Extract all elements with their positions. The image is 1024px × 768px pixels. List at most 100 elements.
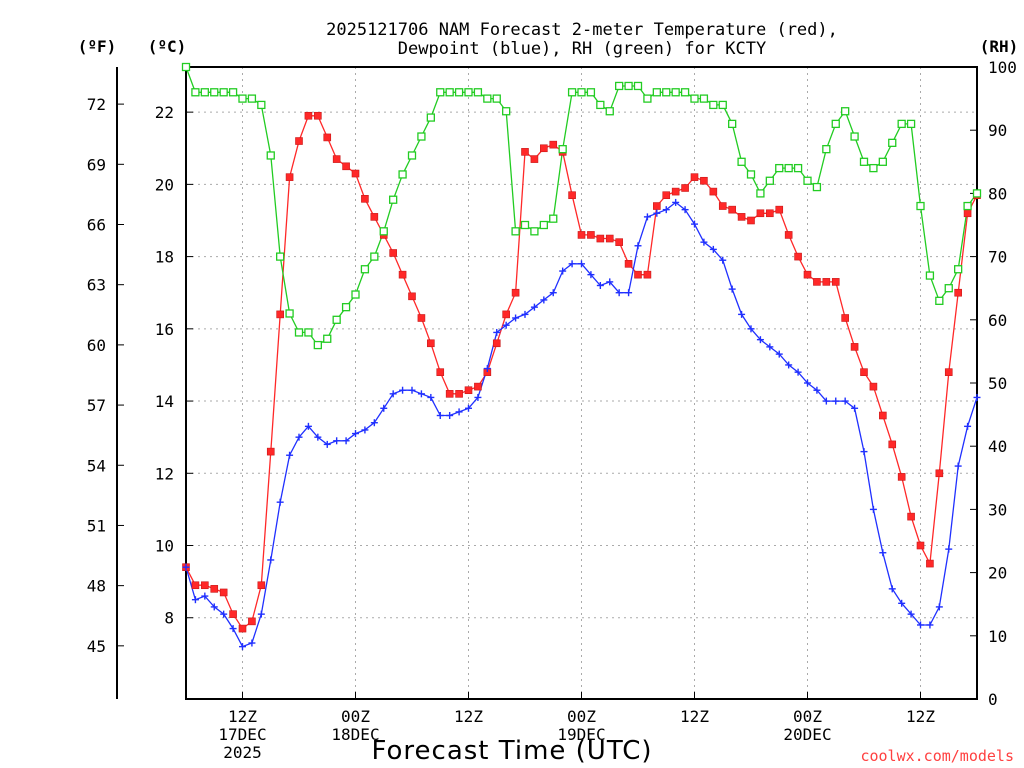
rh-point bbox=[417, 132, 426, 141]
dewpoint-point bbox=[493, 328, 501, 336]
fahrenheit-tick-label: 72 bbox=[87, 95, 106, 114]
rh-point bbox=[803, 176, 812, 185]
temperature-point bbox=[926, 559, 934, 568]
celsius-tick-label: 10 bbox=[155, 537, 174, 556]
dewpoint-point bbox=[220, 610, 228, 618]
rh-point bbox=[718, 100, 727, 110]
dewpoint-point bbox=[323, 440, 331, 448]
rh-point bbox=[502, 107, 511, 116]
temperature-point bbox=[784, 231, 793, 239]
dewpoint-point bbox=[869, 505, 877, 513]
temperature-point bbox=[756, 209, 765, 218]
dewpoint-point bbox=[841, 397, 849, 405]
temperature-point bbox=[681, 184, 689, 192]
rh-tick-label: 60 bbox=[988, 311, 1007, 330]
rh-point bbox=[954, 265, 963, 274]
dewpoint-point bbox=[794, 368, 802, 376]
rh-point bbox=[822, 145, 831, 154]
temperature-point bbox=[700, 176, 708, 185]
axes bbox=[116, 66, 978, 700]
rh-point bbox=[426, 113, 435, 122]
temperature-point bbox=[351, 169, 360, 178]
rh-point bbox=[963, 201, 972, 211]
dewpoint-point bbox=[888, 585, 896, 593]
temperature-point bbox=[907, 512, 915, 521]
dewpoint-point bbox=[257, 610, 265, 618]
temperature-point bbox=[276, 310, 284, 319]
fahrenheit-tick-label: 57 bbox=[87, 396, 106, 415]
dewpoint-point bbox=[917, 621, 924, 629]
rh-point bbox=[897, 119, 906, 129]
temperature-point bbox=[417, 314, 426, 322]
fahrenheit-tick-label: 48 bbox=[87, 577, 106, 596]
dewpoint-point bbox=[596, 281, 604, 289]
dewpoint-point bbox=[634, 242, 642, 250]
temperature-point bbox=[841, 314, 849, 322]
temperature-point bbox=[464, 386, 473, 395]
rh-point bbox=[793, 163, 803, 173]
dewpoint-point bbox=[370, 419, 378, 427]
rh-point bbox=[294, 328, 304, 337]
rh-point bbox=[530, 227, 539, 236]
rh-axis-unit: (RH) bbox=[980, 37, 1019, 56]
dewpoint-point bbox=[643, 213, 651, 221]
dewpoint-point bbox=[333, 437, 341, 445]
rh-point bbox=[436, 88, 445, 97]
dewpoint-point bbox=[446, 412, 454, 420]
temperature-point bbox=[605, 234, 614, 243]
temperature-point bbox=[643, 270, 652, 279]
dewpoint-point bbox=[352, 430, 359, 438]
rh-point bbox=[200, 88, 209, 97]
rh-point bbox=[351, 290, 360, 299]
rh-point bbox=[906, 119, 916, 129]
dewpoint-point bbox=[973, 393, 981, 401]
rh-point bbox=[398, 170, 407, 179]
rh-point bbox=[181, 62, 191, 72]
dewpoint-point bbox=[521, 310, 529, 318]
rh-point bbox=[247, 94, 257, 103]
rh-point bbox=[454, 88, 464, 97]
dewpoint-point bbox=[568, 260, 576, 268]
x-tick-label: 00Z bbox=[341, 707, 370, 726]
fahrenheit-tick-label: 69 bbox=[87, 155, 106, 174]
temperature-point bbox=[718, 202, 727, 210]
x-tick-label: 17DEC bbox=[218, 725, 266, 744]
temperature-point bbox=[219, 588, 228, 597]
dewpoint-point bbox=[229, 625, 237, 633]
x-tick-label: 12Z bbox=[228, 707, 257, 726]
dewpoint-point bbox=[625, 289, 633, 297]
rh-point bbox=[370, 252, 379, 261]
temperature-point bbox=[530, 155, 539, 163]
rh-point bbox=[276, 252, 285, 261]
dewpoint-point bbox=[822, 397, 830, 405]
rh-point bbox=[662, 88, 671, 97]
celsius-tick-label: 16 bbox=[155, 320, 174, 339]
dewpoint-point bbox=[785, 361, 793, 369]
temperature-point bbox=[596, 234, 605, 243]
temperature-point bbox=[587, 231, 595, 239]
temperature-point bbox=[314, 111, 322, 120]
dewpoint-point bbox=[700, 238, 708, 246]
rh-point bbox=[191, 88, 200, 97]
rh-point bbox=[549, 214, 558, 223]
rh-point bbox=[520, 220, 530, 230]
temperature-point bbox=[813, 278, 821, 286]
temperature-point bbox=[257, 581, 266, 590]
rh-tick-label: 20 bbox=[988, 564, 1007, 583]
rh-point bbox=[643, 94, 652, 103]
dewpoint-point bbox=[342, 437, 350, 445]
temperature-point bbox=[888, 440, 897, 449]
rh-point bbox=[539, 220, 548, 230]
temperature-point bbox=[916, 541, 925, 550]
rh-point bbox=[360, 265, 370, 274]
temperature-point bbox=[389, 249, 397, 257]
rh-point bbox=[709, 100, 718, 110]
dewpoint-point bbox=[728, 285, 736, 293]
rh-point bbox=[756, 189, 765, 198]
celsius-tick-label: 18 bbox=[155, 248, 174, 267]
dewpoint-point bbox=[436, 412, 444, 420]
temperature-point bbox=[822, 278, 831, 286]
rh-tick-label: 80 bbox=[988, 184, 1007, 203]
x-tick-label: 18DEC bbox=[331, 725, 379, 744]
dewpoint-point bbox=[530, 303, 538, 311]
